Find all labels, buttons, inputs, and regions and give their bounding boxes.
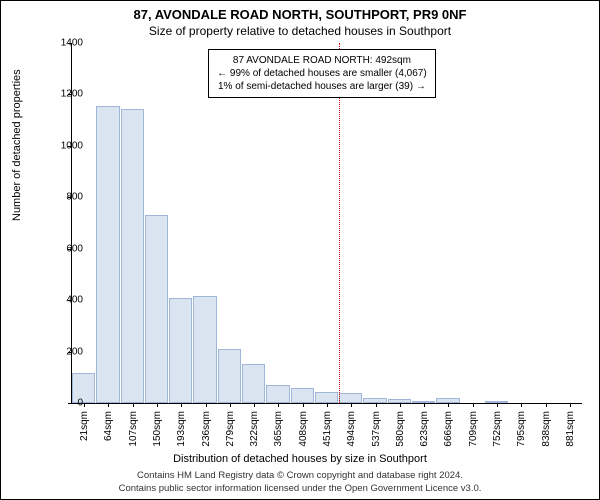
chart-container: 87, AVONDALE ROAD NORTH, SOUTHPORT, PR9 … bbox=[0, 0, 600, 500]
xtick-mark bbox=[448, 403, 449, 407]
xtick-mark bbox=[400, 403, 401, 407]
xtick-mark bbox=[133, 403, 134, 407]
xtick-mark bbox=[303, 403, 304, 407]
ytick-label: 1200 bbox=[43, 89, 83, 100]
footer-attribution: Contains HM Land Registry data © Crown c… bbox=[1, 470, 599, 495]
xtick-label: 451sqm bbox=[322, 411, 333, 447]
histogram-bar bbox=[96, 106, 119, 403]
xtick-mark bbox=[376, 403, 377, 407]
xtick-label: 107sqm bbox=[128, 411, 139, 447]
annotation-box: 87 AVONDALE ROAD NORTH: 492sqm← 99% of d… bbox=[208, 49, 436, 98]
xtick-label: 322sqm bbox=[249, 411, 260, 447]
xtick-mark bbox=[497, 403, 498, 407]
xtick-label: 838sqm bbox=[541, 411, 552, 447]
ytick-label: 1000 bbox=[43, 140, 83, 151]
xtick-label: 709sqm bbox=[468, 411, 479, 447]
title-sub: Size of property relative to detached ho… bbox=[1, 24, 599, 38]
xtick-label: 408sqm bbox=[298, 411, 309, 447]
histogram-bar bbox=[339, 393, 362, 403]
histogram-bar bbox=[145, 215, 168, 403]
xtick-mark bbox=[424, 403, 425, 407]
xtick-mark bbox=[327, 403, 328, 407]
ytick-label: 200 bbox=[43, 346, 83, 357]
xtick-label: 279sqm bbox=[225, 411, 236, 447]
title-main: 87, AVONDALE ROAD NORTH, SOUTHPORT, PR9 … bbox=[1, 7, 599, 22]
annotation-line-1: 87 AVONDALE ROAD NORTH: 492sqm bbox=[217, 54, 427, 67]
xtick-label: 365sqm bbox=[273, 411, 284, 447]
xtick-label: 21sqm bbox=[79, 411, 90, 441]
xtick-mark bbox=[254, 403, 255, 407]
xtick-label: 236sqm bbox=[201, 411, 212, 447]
y-axis-label: Number of detached properties bbox=[11, 69, 23, 221]
xtick-label: 795sqm bbox=[516, 411, 527, 447]
histogram-bar bbox=[315, 392, 338, 403]
xtick-label: 64sqm bbox=[103, 411, 114, 441]
histogram-bar bbox=[169, 298, 192, 403]
histogram-bar bbox=[266, 385, 289, 403]
xtick-label: 537sqm bbox=[371, 411, 382, 447]
ytick-label: 600 bbox=[43, 243, 83, 254]
xtick-mark bbox=[230, 403, 231, 407]
xtick-label: 193sqm bbox=[176, 411, 187, 447]
xtick-mark bbox=[206, 403, 207, 407]
histogram-bar bbox=[218, 349, 241, 403]
xtick-label: 150sqm bbox=[152, 411, 163, 447]
ytick-label: 1400 bbox=[43, 38, 83, 49]
footer-line-1: Contains HM Land Registry data © Crown c… bbox=[1, 470, 599, 482]
footer-line-2: Contains public sector information licen… bbox=[1, 483, 599, 495]
histogram-bar bbox=[291, 388, 314, 403]
xtick-label: 666sqm bbox=[443, 411, 454, 447]
xtick-mark bbox=[157, 403, 158, 407]
histogram-bar bbox=[121, 109, 144, 403]
x-axis-label: Distribution of detached houses by size … bbox=[1, 453, 599, 465]
histogram-bar bbox=[193, 296, 216, 403]
xtick-label: 623sqm bbox=[419, 411, 430, 447]
annotation-line-3: 1% of semi-detached houses are larger (3… bbox=[217, 80, 427, 93]
xtick-mark bbox=[521, 403, 522, 407]
xtick-mark bbox=[84, 403, 85, 407]
xtick-mark bbox=[181, 403, 182, 407]
ytick-label: 0 bbox=[43, 398, 83, 409]
histogram-bar bbox=[242, 364, 265, 403]
xtick-mark bbox=[351, 403, 352, 407]
xtick-label: 881sqm bbox=[565, 411, 576, 447]
xtick-mark bbox=[570, 403, 571, 407]
xtick-mark bbox=[473, 403, 474, 407]
ytick-label: 400 bbox=[43, 295, 83, 306]
xtick-label: 494sqm bbox=[346, 411, 357, 447]
xtick-mark bbox=[278, 403, 279, 407]
xtick-mark bbox=[546, 403, 547, 407]
ytick-label: 800 bbox=[43, 192, 83, 203]
xtick-label: 752sqm bbox=[492, 411, 503, 447]
xtick-label: 580sqm bbox=[395, 411, 406, 447]
annotation-line-2: ← 99% of detached houses are smaller (4,… bbox=[217, 67, 427, 80]
xtick-mark bbox=[108, 403, 109, 407]
